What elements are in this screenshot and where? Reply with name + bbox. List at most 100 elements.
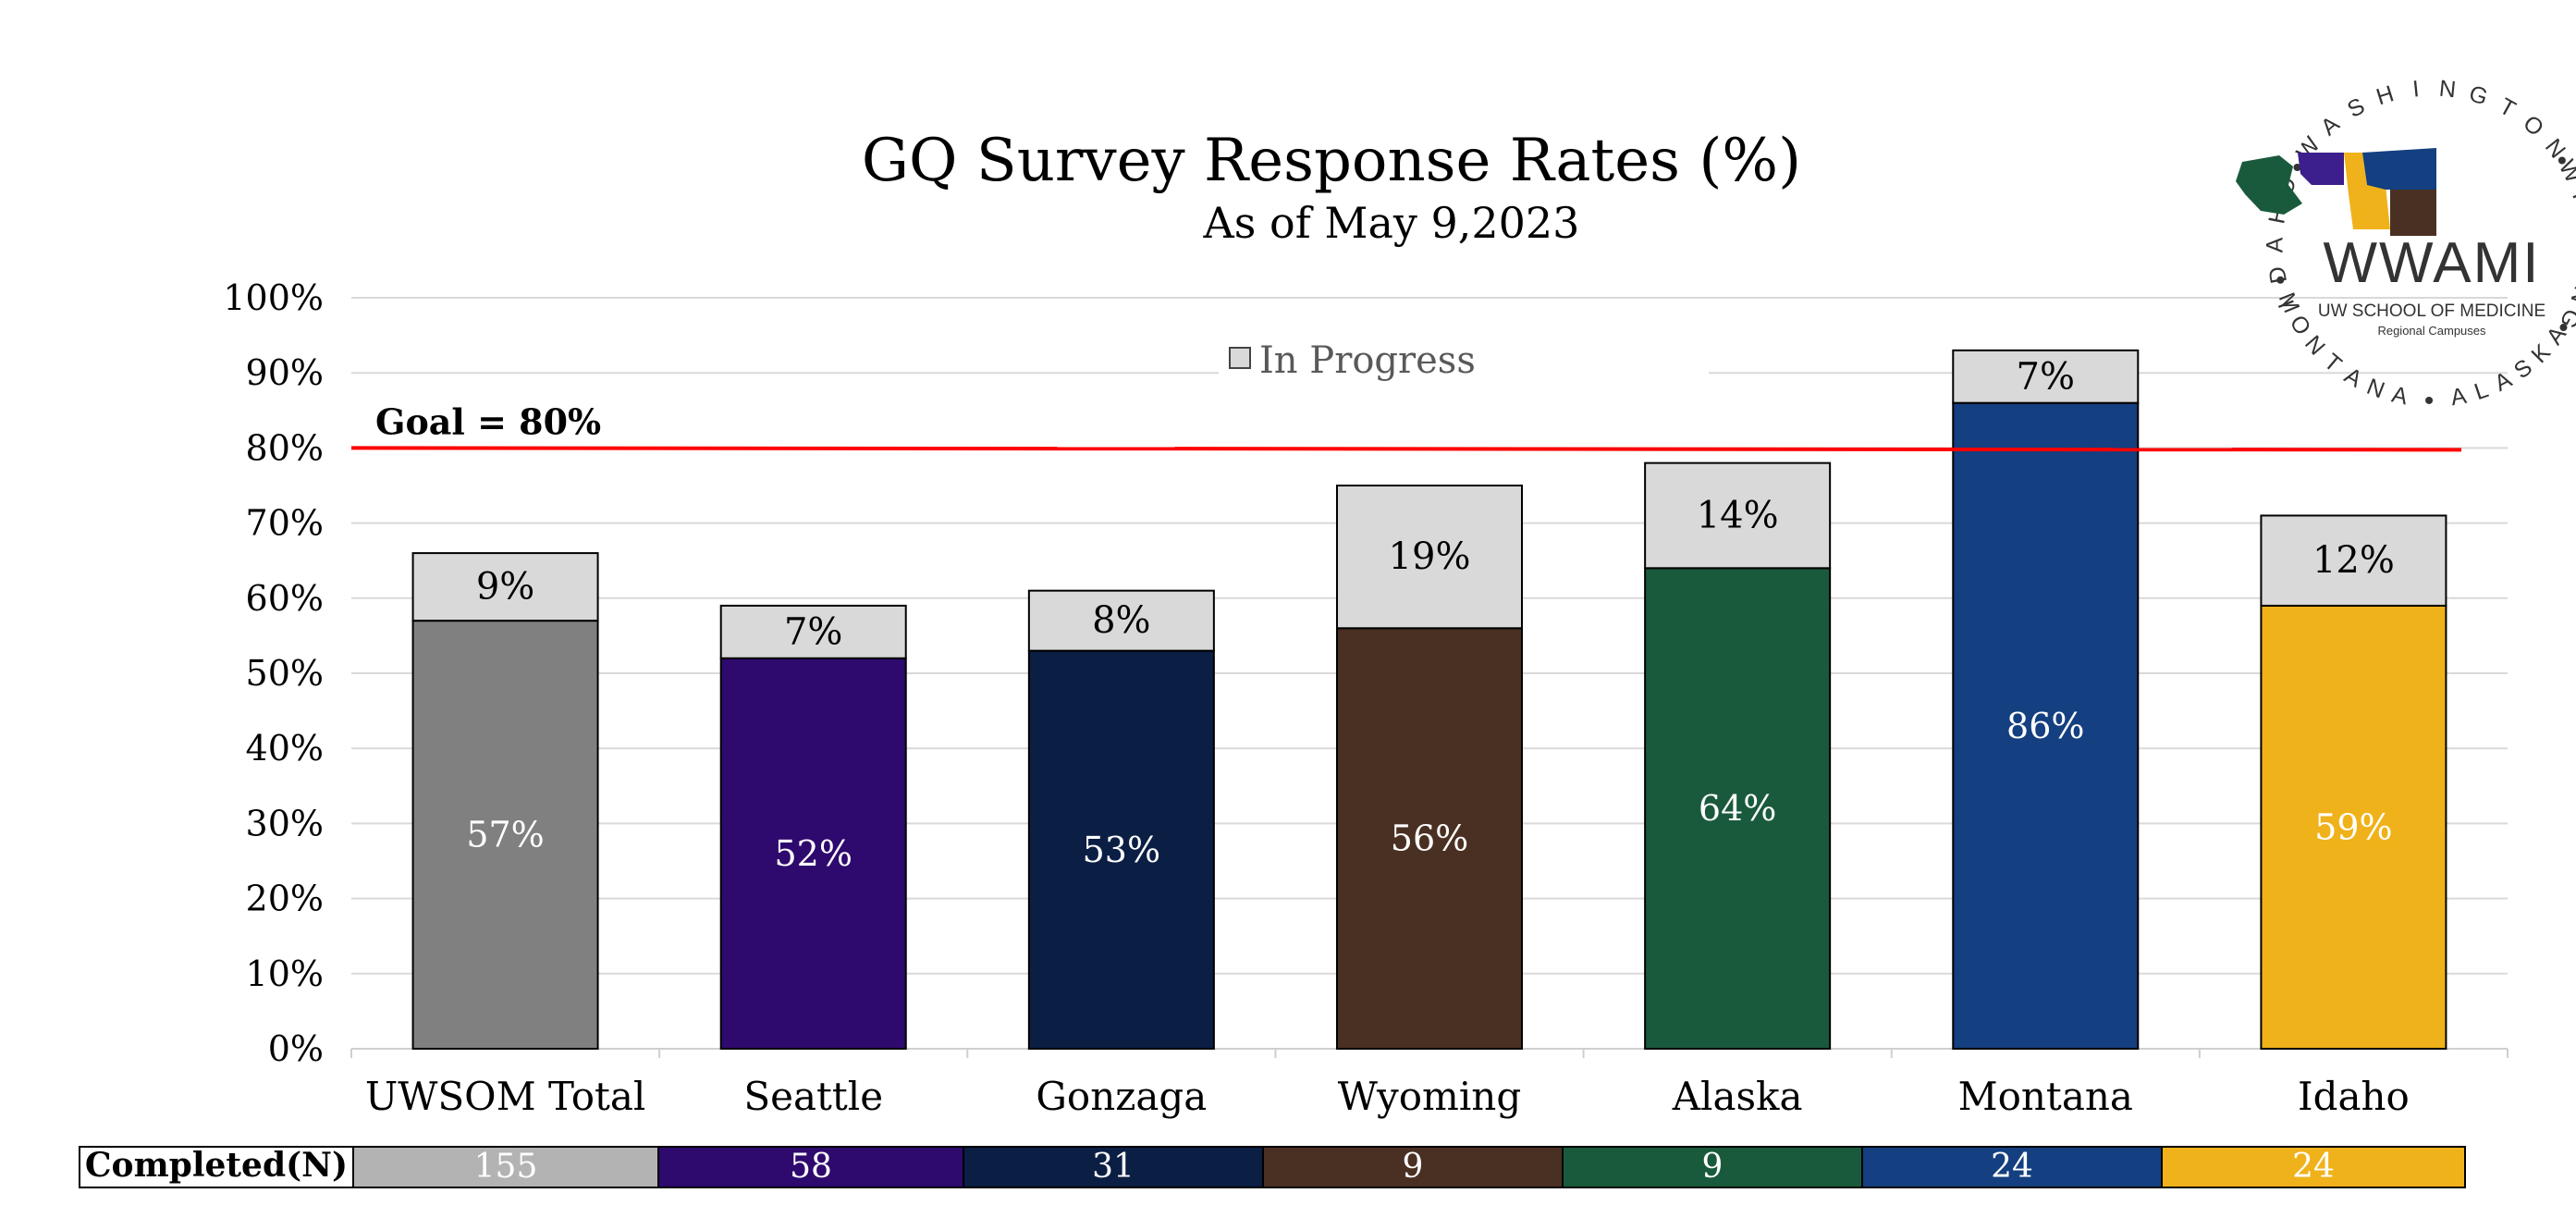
bar-completed [719,657,907,1050]
table-cell [657,1146,964,1188]
y-tick-label: 80% [246,427,324,468]
goal-label: Goal = 80% [375,400,601,442]
table-cell-value: 9 [1403,1148,1424,1186]
table-cell [2161,1146,2466,1188]
logo-ring-dot [2559,324,2568,332]
logo-ring-letter: A [2340,363,2367,393]
data-label-completed: 59% [2314,806,2392,847]
bar-in-progress [719,604,907,659]
data-label-in-progress: 9% [476,566,534,609]
logo-ring-dot [2293,164,2301,171]
x-tick-label: Gonzaga [1036,1074,1207,1119]
logo-line2: Regional Campuses [2377,324,2486,338]
bar-in-progress [1027,589,1215,652]
data-label-in-progress: 8% [1092,599,1150,642]
x-tick-label: Seattle [743,1074,883,1119]
data-label-completed: 56% [1391,818,1468,859]
bar-in-progress [1336,485,1523,630]
table-cell-value: 24 [1991,1148,2033,1186]
bar-in-progress [1644,461,1832,570]
logo-ring-letter: O [2285,311,2316,339]
logo-ring-letter: N [2565,283,2576,307]
y-tick-label: 50% [246,653,324,694]
washington-shape [2298,153,2344,185]
table-cell-value: 155 [474,1148,538,1186]
data-label-completed: 86% [2006,706,2084,746]
logo-ring-letter: N [2540,134,2570,163]
legend: In Progress [1219,339,1709,382]
bar-completed [1336,627,1523,1051]
logo-ring-letter: A [2389,382,2410,411]
data-label-in-progress: 7% [2017,355,2075,398]
data-label-in-progress: 14% [1697,494,1779,536]
logo-ring-letter: A [2490,366,2516,397]
logo-ring-letter: D [2263,264,2292,286]
idaho-shape [2344,153,2390,229]
chart-title: GQ Survey Response Rates (%) [862,127,1801,195]
logo-ring-letter: Y [2566,183,2576,206]
y-tick-label: 60% [246,578,324,619]
table-cell-value: 9 [1702,1148,1723,1186]
x-tick-label: Alaska [1672,1074,1803,1119]
logo-ring-letter: O [2518,110,2548,141]
table-cell-value: 58 [790,1148,832,1186]
y-tick-label: 0% [268,1028,324,1069]
logo-ring-letter: I [2573,265,2576,276]
y-tick-label: 40% [246,728,324,769]
goal-line [350,446,2462,452]
logo-ring-letter: G [2466,80,2491,111]
wwami-logo: WASHINGTONWYOMINGALASKAMONTANAIDAHOWWAMI… [2236,76,2576,412]
y-tick-label: 70% [246,503,324,544]
logo-ring-dot [2276,276,2285,284]
alaska-shape [2236,155,2302,215]
logo-line1: UW SCHOOL OF MEDICINE [2318,301,2545,321]
bar-completed [1027,649,1215,1050]
logo-ring-letter: I [2411,76,2421,103]
chart-subtitle: As of May 9,2023 [1203,198,1580,248]
logo-name: WWAMI [2324,231,2541,295]
bars: 57% 9% UWSOM Total 52% 7% Seattle 53% 8% Gonzaga… [365,349,2447,1119]
x-tick-label: UWSOM Total [365,1074,646,1119]
data-label-in-progress: 7% [784,610,842,653]
logo-ring-letter: A [2263,237,2288,252]
table-cell-value: 24 [2292,1148,2335,1186]
logo-ring-letter: N [2300,331,2330,361]
legend-swatch [1229,347,1251,369]
x-tick-label: Wyoming [1338,1074,1521,1119]
legend-background [1219,342,1709,379]
data-label-in-progress: 12% [2312,539,2395,582]
logo-ring-letter: H [2374,80,2398,110]
goal-line-group: Goal = 80% [350,400,2462,452]
logo-ring-letter: K [2526,338,2556,368]
table-header: Completed(N) [85,1146,348,1185]
bar-completed [1952,401,2140,1050]
logo-ring-letter: L [2472,376,2492,405]
data-label-completed: 57% [466,815,544,855]
table-cell-value: 31 [1092,1148,1135,1186]
logo-ring-dot [2425,396,2434,404]
y-tick-label: 100% [223,277,324,318]
x-tick-label: Montana [1958,1074,2133,1119]
y-tick-label: 10% [246,953,324,994]
logo-ring-letter: S [2509,354,2537,384]
table-cell [1262,1146,1564,1188]
data-label-completed: 53% [1083,830,1160,870]
montana-shape [2362,148,2436,190]
logo-ring-letter: O [2572,209,2576,231]
y-tick-label: 90% [246,352,324,393]
x-tick-label: Idaho [2298,1074,2410,1119]
wyoming-shape [2390,190,2436,236]
bar-completed [1644,567,1832,1050]
bar-completed [2260,604,2447,1050]
bar-in-progress [1952,349,2140,404]
bar-in-progress [2260,514,2447,607]
logo-ring-letter: N [2438,76,2458,104]
bar-in-progress [411,552,599,622]
logo-ring-letter: S [2343,92,2369,123]
logo-ring-letter: T [2495,93,2520,123]
completed-table: Completed(N) 155 58 31 9 9 24 24 [79,1146,2466,1188]
y-tick-label: 20% [246,879,324,919]
logo-ring-letter: N [2363,374,2388,404]
logo-ring-letter: A [2448,383,2469,412]
